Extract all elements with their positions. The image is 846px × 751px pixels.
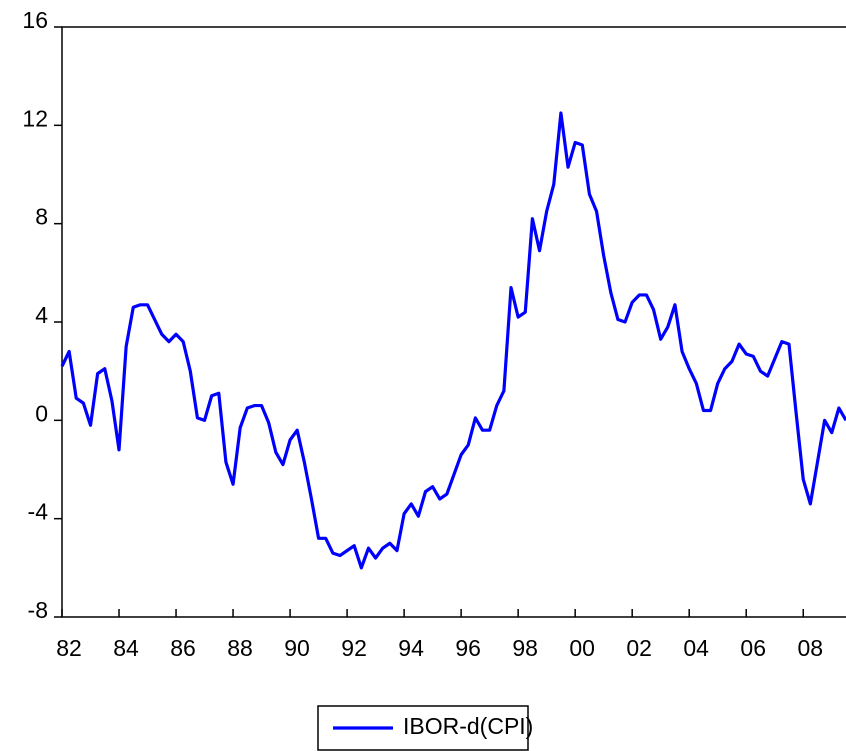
x-tick-label: 06 xyxy=(740,635,766,661)
x-tick-label: 00 xyxy=(569,635,595,661)
y-tick-label: 4 xyxy=(35,302,48,328)
legend-label: IBOR-d(CPI) xyxy=(403,713,533,739)
y-tick-label: 0 xyxy=(35,400,48,426)
x-tick-label: 04 xyxy=(683,635,709,661)
x-tick-label: 86 xyxy=(170,635,196,661)
x-tick-label: 88 xyxy=(227,635,253,661)
x-tick-label: 82 xyxy=(56,635,82,661)
y-tick-label: -8 xyxy=(28,597,48,623)
x-tick-label: 02 xyxy=(626,635,652,661)
y-tick-label: 8 xyxy=(35,204,48,230)
line-series xyxy=(60,111,846,570)
y-tick-label: -4 xyxy=(28,499,49,525)
x-tick-label: 08 xyxy=(797,635,823,661)
plot-frame xyxy=(61,26,846,618)
y-tick-label: 16 xyxy=(22,7,48,33)
x-tick-label: 84 xyxy=(113,635,139,661)
x-tick-label: 90 xyxy=(284,635,310,661)
x-tick-label: 92 xyxy=(341,635,367,661)
x-tick-label: 94 xyxy=(398,635,424,661)
x-tick-label: 96 xyxy=(455,635,481,661)
y-tick-label: 12 xyxy=(22,105,48,131)
x-tick-label: 98 xyxy=(512,635,538,661)
